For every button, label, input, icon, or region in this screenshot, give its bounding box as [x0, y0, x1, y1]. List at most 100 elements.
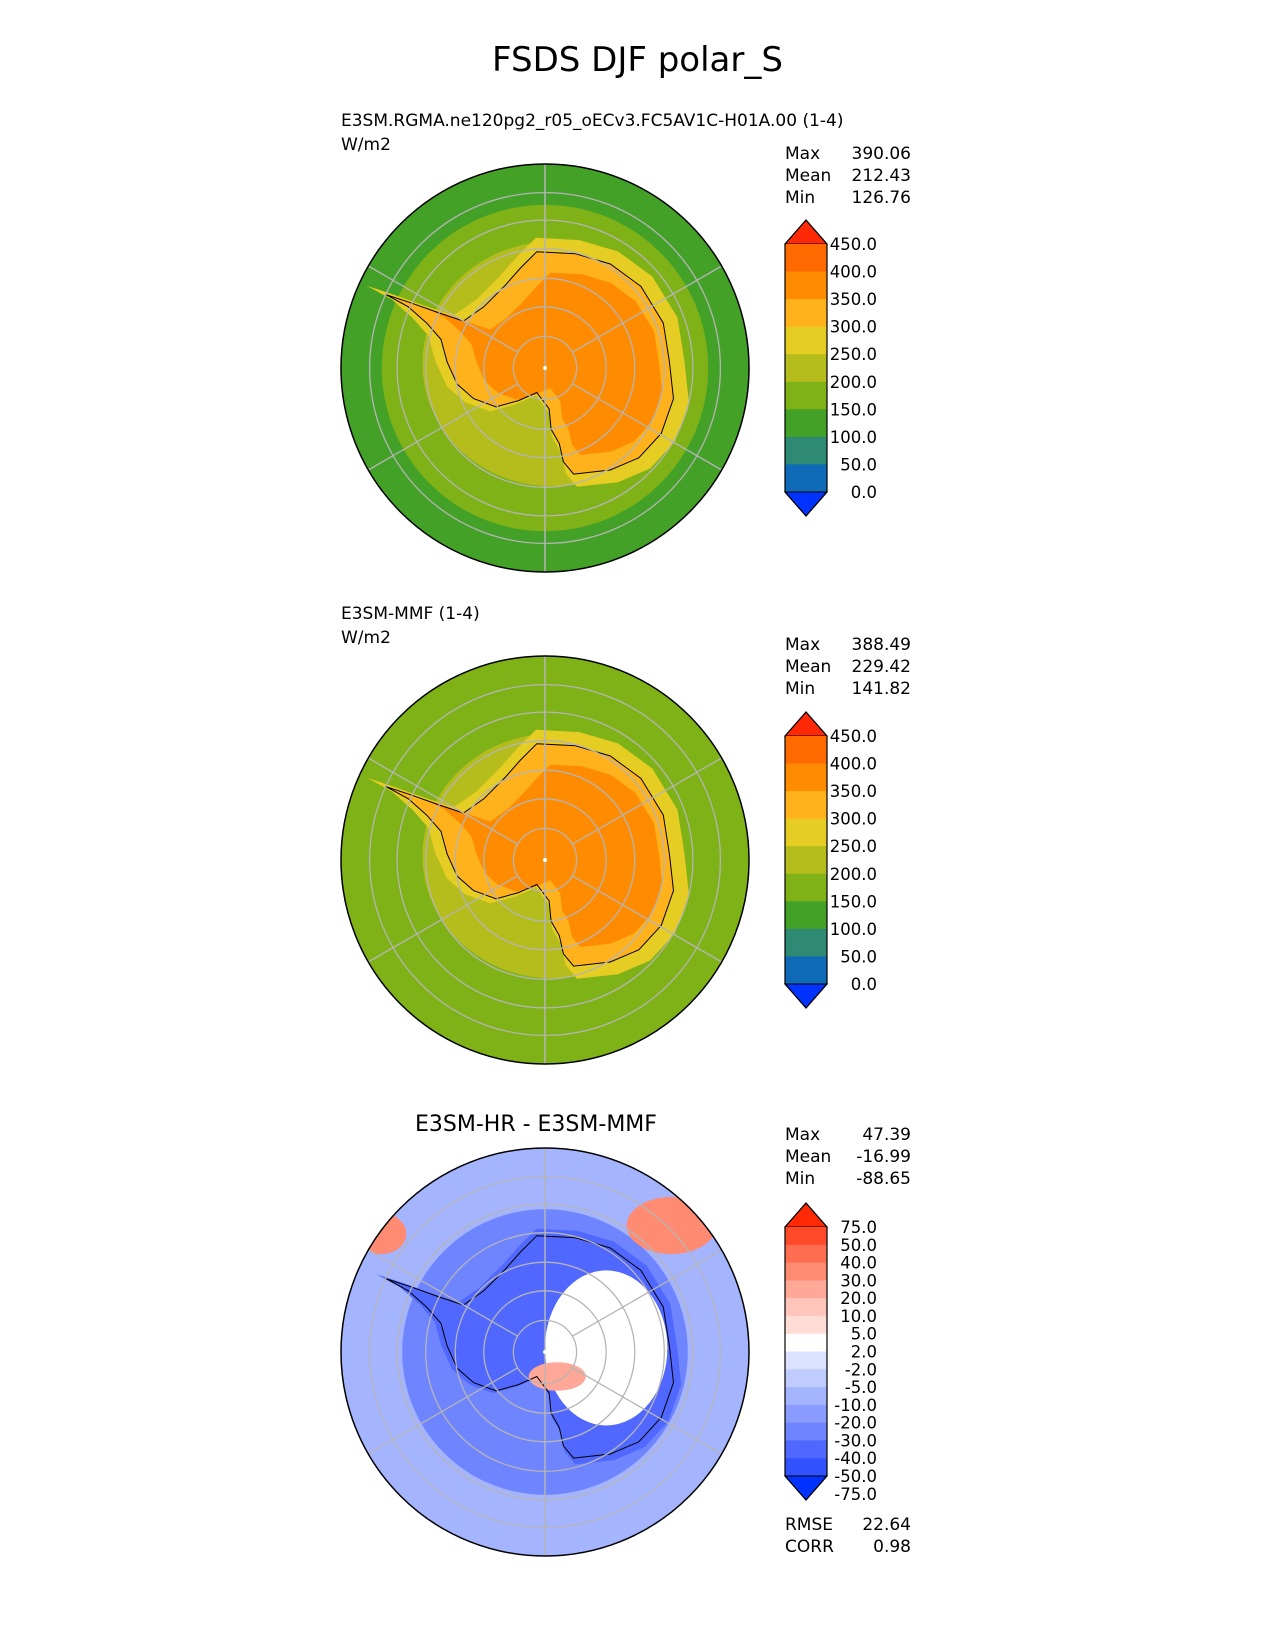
map-frame: [340, 655, 750, 1065]
colorbar-segment: [785, 271, 827, 300]
colorbar-segment: [785, 409, 827, 438]
panel1-title: E3SM.RGMA.ne120pg2_r05_oECv3.FC5AV1C-H01…: [341, 111, 844, 131]
colorbar-tick-label: 50.0: [840, 455, 877, 474]
meridian-line: [572, 1367, 723, 1455]
colorbar-segment: [785, 1422, 827, 1441]
colorbar-tick-label: 0.0: [851, 975, 877, 994]
colorbar-segment: [785, 1404, 827, 1424]
stat-min: Min 141.82: [785, 679, 911, 699]
colorbar-tick-label: 50.0: [840, 947, 877, 966]
colorbar-tick-label: 450.0: [830, 727, 877, 746]
colorbar-segment: [785, 1369, 827, 1388]
colorbar-extend-min: [783, 491, 829, 517]
panel3-title: E3SM-HR - E3SM-MMF: [415, 1112, 657, 1137]
colorbar-tick-label: -20.0: [834, 1414, 877, 1433]
colorbar-segment: [785, 436, 827, 466]
panel2-title: E3SM-MMF (1-4): [341, 604, 480, 624]
colorbar-segment: [785, 736, 827, 765]
panel1-stats: Max 390.06 Mean 212.43 Min 126.76: [785, 143, 911, 209]
map-frame: [340, 163, 750, 573]
colorbar-tick-label: 75.0: [840, 1218, 877, 1237]
colorbar-tick-label: -5.0: [845, 1378, 877, 1397]
colorbar-segment: [785, 956, 827, 985]
colorbar-outline: [784, 1202, 828, 1501]
colorbar-tick-label: 400.0: [830, 263, 877, 282]
colorbar-tick-label: 200.0: [830, 865, 877, 884]
colorbar-segment: [785, 299, 827, 328]
colorbar-tick-label: 50.0: [840, 1236, 877, 1255]
colorbar-tick-label: -30.0: [834, 1431, 877, 1450]
colorbar-tick-label: 300.0: [830, 810, 877, 829]
colorbar-segment: [785, 354, 827, 383]
colorbar-tick-label: 100.0: [830, 428, 877, 447]
meridian-line: [367, 383, 518, 471]
stat-mean: Mean -16.99: [785, 1147, 911, 1167]
colorbar-tick-label: -2.0: [845, 1360, 877, 1379]
panel3-stats: Max 47.39 Mean -16.99 Min -88.65: [785, 1124, 911, 1190]
map-field: [341, 656, 749, 1064]
metric-corr: CORR 0.98: [785, 1537, 911, 1557]
colorbar-outline: [784, 219, 828, 517]
colorbar-segment: [785, 326, 827, 355]
colorbar-segment: [785, 1387, 827, 1406]
region-pacific-patch: [357, 1213, 407, 1255]
meridian-line: [367, 265, 518, 353]
colorbar-extend-max: [783, 1202, 829, 1228]
colorbar-segment: [785, 381, 827, 410]
colorbar-tick-label: 200.0: [830, 373, 877, 392]
stat-min: Min 126.76: [785, 188, 911, 208]
colorbar-segment: [785, 244, 827, 273]
colorbar-segment: [785, 928, 827, 958]
colorbar-tick-label: 150.0: [830, 892, 877, 911]
stat-max: Max 47.39: [785, 1125, 911, 1145]
colorbar-tick-label: 400.0: [830, 755, 877, 774]
meridian-line: [572, 757, 723, 845]
polar-map-3: [340, 1147, 750, 1557]
meridian-line: [572, 1249, 723, 1337]
colorbar-segment: [785, 1315, 827, 1335]
figure-title: FSDS DJF polar_S: [492, 40, 783, 80]
coastline: [385, 251, 675, 475]
panel1-units: W/m2: [341, 135, 391, 155]
colorbar-3: 75.050.040.030.020.010.05.02.0-2.0-5.0-1…: [783, 1202, 877, 1504]
colorbar-tick-label: 20.0: [840, 1289, 877, 1308]
meridian-line: [572, 875, 723, 963]
colorbar-segment: [785, 873, 827, 902]
colorbar-tick-label: 250.0: [830, 837, 877, 856]
graticule: [367, 164, 723, 572]
colorbar-extend-min: [783, 983, 829, 1009]
colorbar-segment: [785, 1440, 827, 1459]
colorbar-1: 450.0 400.0 350.0 300.0 250.0 200.0 150.0 100.0…: [783, 219, 877, 517]
polar-map-2: [340, 655, 750, 1065]
colorbar-segment: [785, 846, 827, 875]
colorbar-segment: [785, 1280, 827, 1299]
colorbar-tick-label: 250.0: [830, 345, 877, 364]
stat-max: Max 388.49: [785, 635, 911, 655]
meridian-line: [367, 1367, 518, 1455]
coastline: [385, 743, 675, 967]
colorbar-extend-max: [783, 219, 829, 245]
colorbar-tick-label: 150.0: [830, 400, 877, 419]
colorbar-tick-label: 100.0: [830, 920, 877, 939]
colorbar-segment: [785, 1458, 827, 1477]
colorbar-segment: [785, 763, 827, 792]
map-frame: [340, 1147, 750, 1557]
colorbar-segment: [785, 818, 827, 847]
meridian-line: [367, 1249, 518, 1337]
colorbar-segment: [785, 1262, 827, 1281]
colorbar-outline: [784, 711, 828, 1009]
colorbar-tick-label: 0.0: [851, 483, 877, 502]
stat-mean: Mean 229.42: [785, 657, 911, 677]
colorbar-tick-label: 30.0: [840, 1271, 877, 1290]
stat-mean: Mean 212.43: [785, 166, 911, 186]
colorbar-extend-min: [783, 1475, 829, 1501]
meridian-line: [572, 265, 723, 353]
stat-max: Max 390.06: [785, 144, 911, 164]
colorbar-tick-label: -10.0: [834, 1396, 877, 1415]
graticule: [367, 1148, 723, 1556]
colorbar-extend-max: [783, 711, 829, 737]
south-pole-marker: [543, 366, 547, 370]
meridian-line: [367, 875, 518, 963]
colorbar-tick-label: 300.0: [830, 318, 877, 337]
